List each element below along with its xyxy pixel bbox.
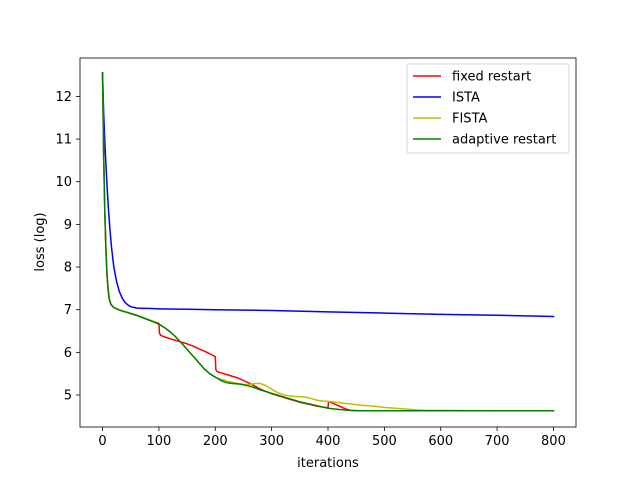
series-line-3 <box>101 72 555 412</box>
legend: fixed restart ISTA FISTA adaptive restart <box>406 63 570 154</box>
x-axis-label: iterations <box>297 456 359 471</box>
series-layer <box>101 72 555 412</box>
y-tick-label: 9 <box>64 218 72 233</box>
y-tick-label: 6 <box>64 346 72 361</box>
x-tick-label: 300 <box>259 434 284 449</box>
x-tick-label: 800 <box>541 434 566 449</box>
series-line-1 <box>101 72 555 318</box>
x-tick-label: 200 <box>203 434 228 449</box>
legend-box <box>406 63 570 154</box>
x-axis-ticks: 0 100 200 300 400 500 600 700 800 <box>98 427 566 449</box>
y-axis-label: loss (log) <box>33 212 48 271</box>
x-tick-label: 400 <box>316 434 341 449</box>
legend-label: ISTA <box>452 91 480 106</box>
x-tick-label: 700 <box>485 434 510 449</box>
y-tick-label: 12 <box>55 90 72 105</box>
y-axis-ticks: 5 6 7 8 9 10 11 12 <box>55 90 80 404</box>
x-tick-label: 500 <box>372 434 397 449</box>
legend-label: fixed restart <box>452 70 531 85</box>
x-tick-label: 100 <box>146 434 171 449</box>
y-tick-label: 8 <box>64 261 72 276</box>
y-tick-label: 5 <box>64 389 72 404</box>
y-tick-label: 7 <box>64 303 72 318</box>
y-tick-label: 10 <box>55 175 72 190</box>
y-tick-label: 11 <box>55 133 72 148</box>
legend-label: adaptive restart <box>452 133 556 148</box>
legend-label: FISTA <box>452 112 487 127</box>
x-tick-label: 600 <box>428 434 453 449</box>
x-tick-label: 0 <box>98 434 106 449</box>
legend-entries: fixed restart ISTA FISTA adaptive restart <box>413 70 556 148</box>
